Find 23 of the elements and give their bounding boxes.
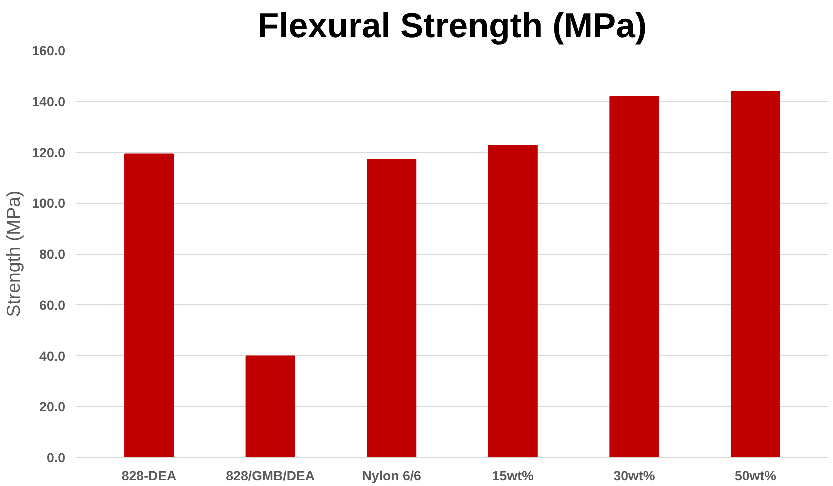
y-tick-label: 100.0 — [32, 196, 66, 212]
y-tick-label: 0.0 — [46, 450, 66, 466]
bar — [488, 145, 538, 458]
y-tick-label: 160.0 — [32, 44, 66, 58]
bar — [610, 96, 660, 458]
bar — [246, 356, 296, 458]
y-tick-label: 60.0 — [40, 298, 66, 313]
chart-title: Flexural Strength (MPa) — [258, 8, 647, 46]
bar — [730, 90, 780, 458]
y-tick-label: 20.0 — [40, 400, 66, 415]
x-tick-label: 828-DEA — [122, 468, 178, 484]
y-tick-label: 120.0 — [32, 145, 66, 160]
x-tick-label: 30wt% — [614, 468, 656, 484]
y-axis-title: Strength (MPa) — [3, 190, 24, 318]
y-tick-label: 140.0 — [32, 94, 66, 110]
bar — [124, 154, 174, 458]
x-tick-label: 15wt% — [492, 468, 534, 484]
x-tick-label: 828/GMB/DEA — [226, 468, 316, 484]
x-tick-label: 50wt% — [734, 468, 777, 484]
y-tick-label: 40.0 — [40, 348, 66, 364]
x-tick-label: Nylon 6/6 — [362, 468, 422, 484]
y-tick-label: 80.0 — [40, 247, 66, 262]
bar — [367, 159, 417, 458]
